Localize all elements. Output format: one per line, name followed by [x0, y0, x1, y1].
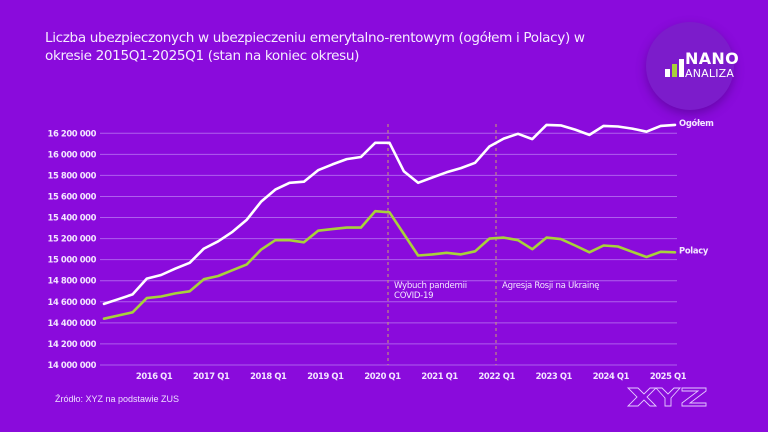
logo-bar	[672, 64, 677, 77]
x-tick-label: 2021 Q1	[421, 371, 458, 381]
y-axis-ticks: 14 000 000 14 200 000 14 400 000 14 600 000…	[48, 128, 97, 370]
series-line-ogolem	[102, 123, 677, 306]
x-tick-label: 2017 Q1	[193, 371, 230, 381]
nano-analiza-logo: NANO ANALIZA	[646, 22, 739, 110]
y-tick-label: 15 200 000	[48, 234, 97, 244]
source-note: Źródło: XYZ na podstawie ZUS	[55, 394, 180, 404]
y-tick-label: 15 600 000	[48, 191, 97, 201]
x-tick-label: 2024 Q1	[593, 371, 630, 381]
y-tick-label: 14 600 000	[48, 297, 97, 307]
y-tick-label: 14 000 000	[48, 360, 97, 370]
annotation-label: Wybuch pandemii	[394, 281, 467, 291]
y-tick-label: 14 400 000	[48, 318, 97, 328]
y-tick-label: 14 200 000	[48, 339, 97, 349]
series-lines	[102, 123, 677, 321]
x-tick-label: 2020 Q1	[364, 371, 401, 381]
x-tick-label: 2023 Q1	[536, 371, 573, 381]
series-end-label: Polacy	[679, 245, 709, 255]
chart-title: Liczba ubezpieczonych w ubezpieczeniu em…	[45, 30, 585, 64]
bar-chart-icon	[665, 59, 689, 77]
series-end-label: Ogółem	[679, 118, 714, 128]
x-tick-label: 2019 Q1	[307, 371, 344, 381]
annotation-label: Agresja Rosji na Ukrainę	[502, 281, 599, 291]
x-tick-label: 2016 Q1	[136, 371, 173, 381]
xyz-brand-logo	[626, 387, 707, 407]
x-tick-label: 2022 Q1	[479, 371, 516, 381]
x-axis-ticks: 2016 Q1 2017 Q1 2018 Q1 2019 Q1 2020 Q1 2021 …	[136, 371, 687, 381]
x-tick-label: 2018 Q1	[250, 371, 287, 381]
logo-bar	[665, 69, 670, 77]
y-tick-label: 15 800 000	[48, 170, 97, 180]
series-end-labels: Ogółem Polacy	[679, 118, 714, 255]
y-tick-label: 16 000 000	[48, 149, 97, 159]
y-tick-label: 15 400 000	[48, 213, 97, 223]
logo-text-top: NANO	[685, 49, 739, 68]
y-tick-label: 15 000 000	[48, 255, 97, 265]
y-tick-label: 14 800 000	[48, 276, 97, 286]
logo-text-bottom: ANALIZA	[685, 67, 735, 80]
y-tick-label: 16 200 000	[48, 128, 97, 138]
annotation-label: COVID-19	[394, 291, 433, 301]
series-line-polacy	[102, 209, 677, 321]
logo-bar	[679, 59, 684, 77]
x-tick-label: 2025 Q1	[650, 371, 687, 381]
